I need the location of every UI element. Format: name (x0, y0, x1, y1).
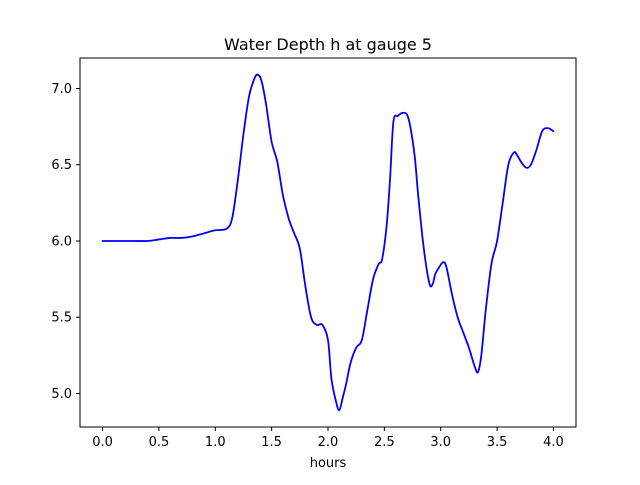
x-tick-label: 1.5 (261, 435, 282, 450)
plot-area (80, 58, 576, 427)
series-line (101, 73, 555, 412)
y-tick-label: 6.5 (51, 158, 72, 173)
y-tick-label: 5.5 (51, 311, 72, 326)
x-tick-label: 3.0 (430, 435, 451, 450)
y-axis: 5.0 5.5 6.0 6.5 7.0 (51, 82, 80, 402)
y-tick-label: 6.0 (51, 234, 72, 249)
series-layer (101, 73, 555, 412)
x-tick-label: 1.0 (205, 435, 226, 450)
x-tick-label: 0.0 (92, 435, 113, 450)
x-tick-label: 0.5 (149, 435, 170, 450)
x-tick-label: 4.0 (543, 435, 564, 450)
x-axis-label: hours (310, 456, 347, 471)
x-tick-label: 2.5 (374, 435, 395, 450)
chart-title: Water Depth h at gauge 5 (224, 35, 432, 54)
y-tick-label: 7.0 (51, 82, 72, 97)
x-tick-label: 3.5 (487, 435, 508, 450)
x-tick-label: 2.0 (318, 435, 339, 450)
y-tick-label: 5.0 (51, 387, 72, 402)
x-axis: 0.0 0.5 1.0 1.5 2.0 2.5 3.0 3.5 4.0 (92, 427, 564, 450)
